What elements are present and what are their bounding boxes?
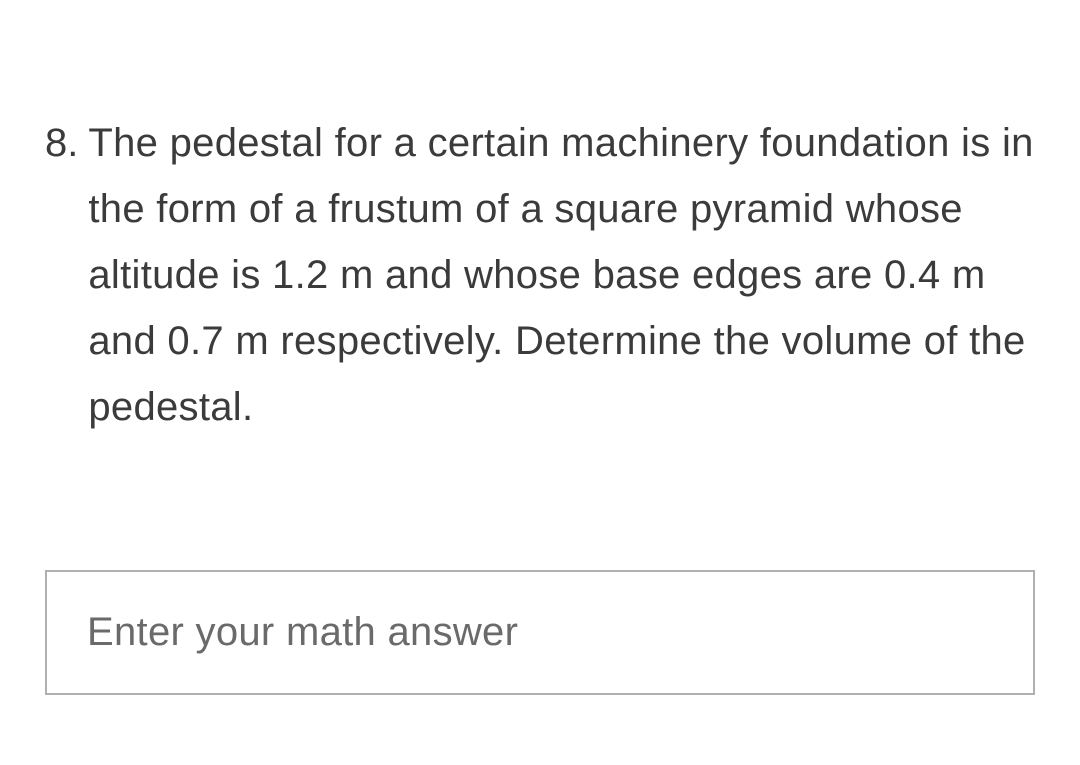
question-number: 8. [45,110,78,176]
answer-placeholder: Enter your math answer [87,610,518,655]
question-text: The pedestal for a certain machinery fou… [88,110,1035,440]
question-container: 8. The pedestal for a certain machinery … [45,110,1035,440]
answer-input[interactable]: Enter your math answer [45,570,1035,695]
